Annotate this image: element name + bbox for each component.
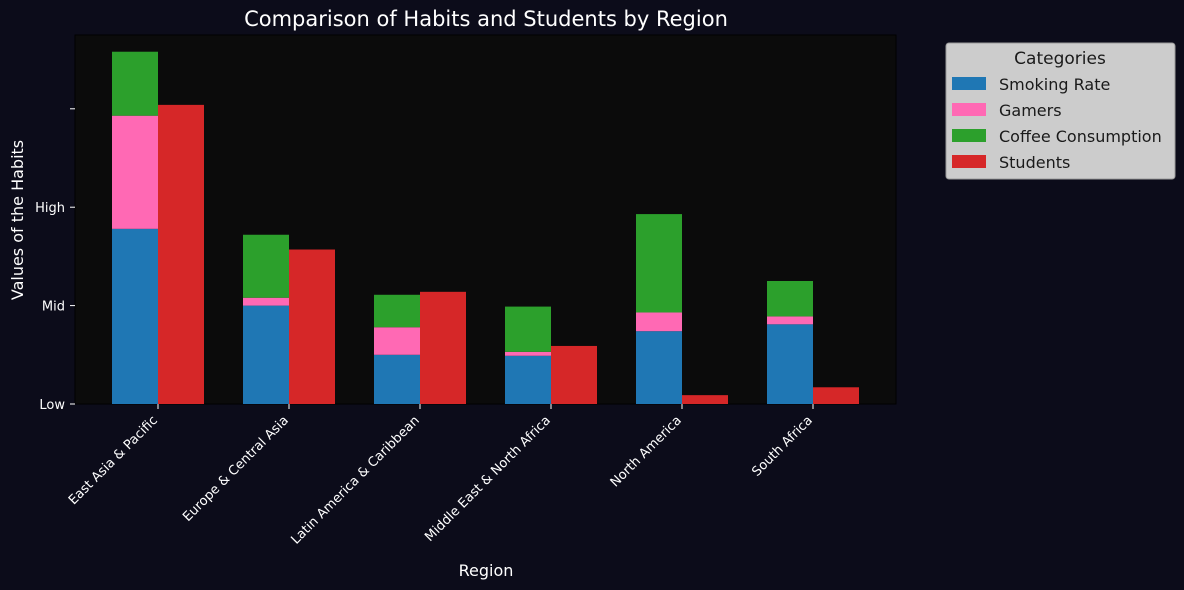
chart-title: Comparison of Habits and Students by Reg… [244,7,728,31]
bar-gamers-latin-america-caribbean [374,327,420,355]
bar-students-north-america [682,395,728,404]
legend-title: Categories [1014,49,1106,69]
x-tick-label-europe-central-asia: Europe & Central Asia [180,413,292,525]
legend-box [945,42,1176,180]
bar-gamers-middle-east-north-africa [505,351,551,356]
bar-gamers-europe-central-asia [243,297,289,306]
legend-swatch-coffee-consumption [952,129,986,142]
x-tick-label-latin-america-caribbean: Latin America & Caribbean [288,413,422,547]
y-axis-label: Values of the Habits [8,140,27,300]
x-tick-label-middle-east-north-africa: Middle East & North Africa [422,413,554,545]
bar-students-east-asia-pacific [158,104,204,404]
x-axis-label: Region [459,561,514,580]
bar-smoking-rate-south-africa [767,324,813,404]
bar-students-middle-east-north-africa [551,345,597,404]
legend-label-students: Students [999,153,1070,172]
bar-coffee-consumption-east-asia-pacific [112,51,158,116]
bar-gamers-north-america [636,312,682,332]
bars-group [112,51,859,404]
bar-smoking-rate-east-asia-pacific [112,228,158,404]
bar-smoking-rate-middle-east-north-africa [505,355,551,404]
bar-coffee-consumption-latin-america-caribbean [374,294,420,328]
bar-gamers-south-africa [767,316,813,325]
x-axis: East Asia & Pacific Europe & Central Asia… [66,404,816,548]
plot-area [74,34,897,405]
legend-swatch-students [952,155,986,168]
bar-smoking-rate-latin-america-caribbean [374,354,420,404]
bar-students-south-africa [813,387,859,404]
bar-gamers-east-asia-pacific [112,115,158,229]
y-tick-label-low: Low [39,398,65,413]
x-tick-label-north-america: North America [608,413,685,490]
bar-smoking-rate-north-america [636,331,682,404]
y-axis: Low Mid High [35,108,75,413]
x-tick-label-east-asia-pacific: East Asia & Pacific [66,413,161,508]
legend: Categories Smoking Rate Gamers Coffee Cons… [945,42,1176,180]
bar-smoking-rate-europe-central-asia [243,305,289,404]
bar-coffee-consumption-north-america [636,214,682,313]
bar-students-europe-central-asia [289,249,335,404]
legend-swatch-smoking-rate [952,77,986,90]
legend-label-coffee-consumption: Coffee Consumption [999,127,1162,146]
legend-swatch-gamers [952,103,986,116]
bar-students-latin-america-caribbean [420,291,466,404]
bar-coffee-consumption-middle-east-north-africa [505,306,551,352]
y-tick-label-high: High [35,201,65,216]
bar-coffee-consumption-south-africa [767,281,813,317]
legend-entries: Smoking Rate Gamers Coffee Consumption Stud… [952,75,1162,172]
legend-label-smoking-rate: Smoking Rate [999,75,1110,94]
legend-label-gamers: Gamers [999,101,1062,120]
y-tick-label-mid: Mid [42,300,65,315]
x-tick-label-south-africa: South Africa [749,413,815,479]
bar-coffee-consumption-europe-central-asia [243,234,289,298]
